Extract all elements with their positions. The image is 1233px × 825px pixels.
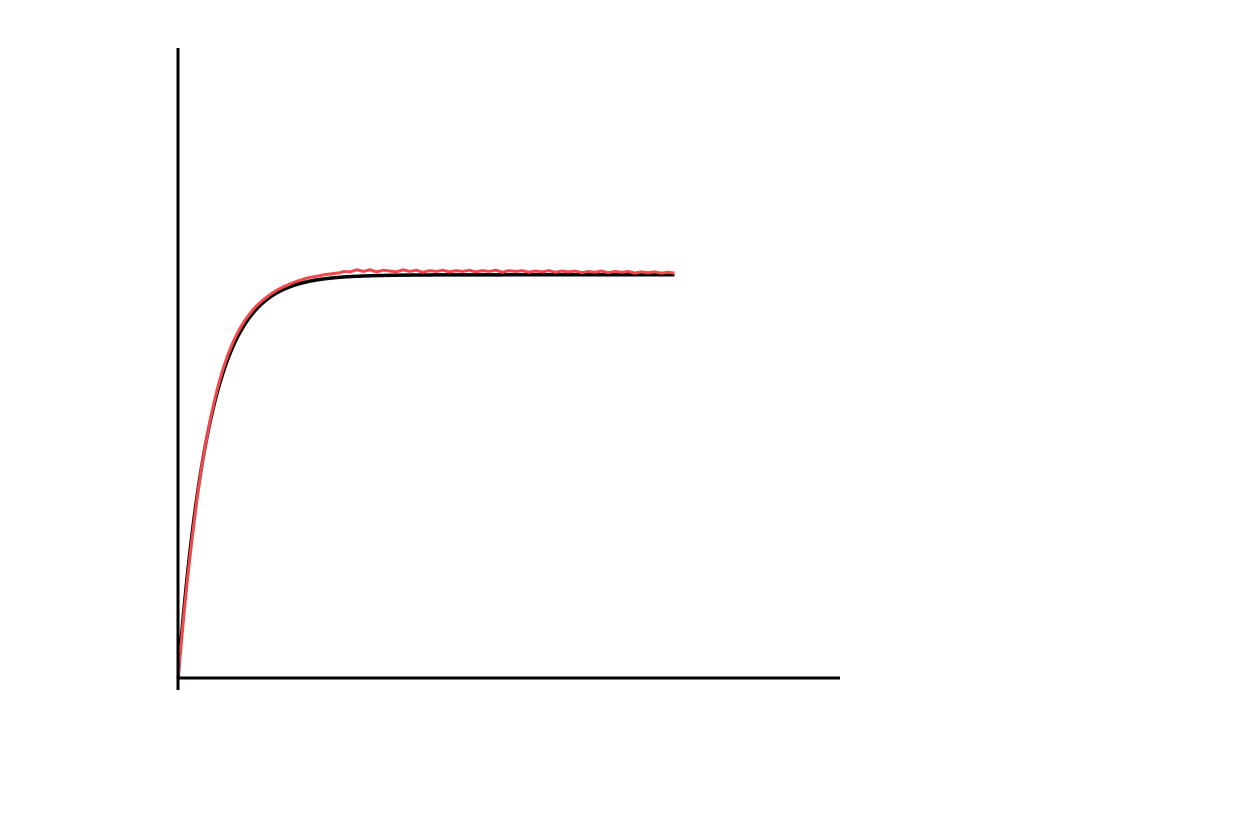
data-curve-200nm [178,270,675,678]
binding-kinetics-chart [0,0,1233,825]
fit-curve [178,275,675,678]
